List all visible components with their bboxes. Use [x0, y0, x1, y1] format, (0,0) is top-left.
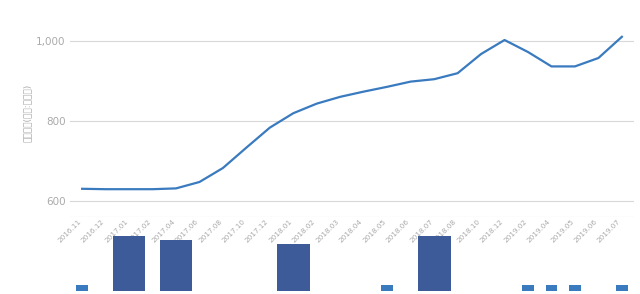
Bar: [159, 240, 193, 291]
Bar: [522, 285, 534, 291]
Bar: [616, 285, 628, 291]
Bar: [381, 285, 393, 291]
Bar: [418, 236, 451, 291]
Bar: [277, 244, 310, 291]
Bar: [113, 236, 145, 291]
Bar: [76, 285, 88, 291]
Bar: [545, 285, 557, 291]
Y-axis label: 거래금액(단위:백만원): 거래금액(단위:백만원): [23, 84, 32, 142]
Bar: [569, 285, 581, 291]
